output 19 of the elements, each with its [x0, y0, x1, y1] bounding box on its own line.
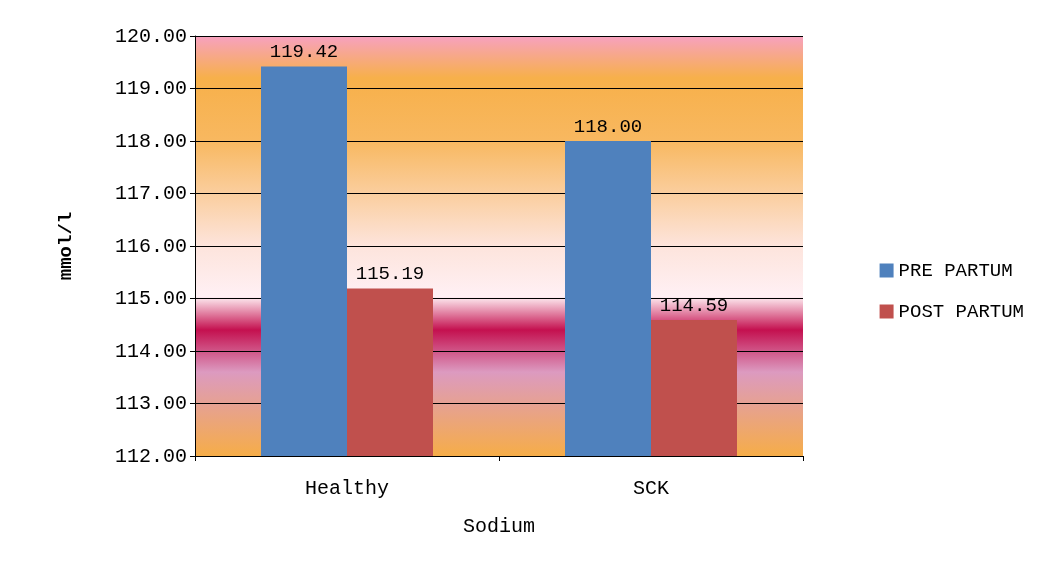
y-tick-label: 116.00: [114, 234, 187, 258]
data-label: 119.42: [269, 40, 339, 63]
y-tick-label: 114.00: [114, 339, 187, 363]
x-tick-label: Healthy: [304, 476, 390, 500]
legend-label: PRE PARTUM: [898, 259, 1013, 282]
legend-label: POST PARTUM: [898, 300, 1024, 323]
y-tick-label: 112.00: [114, 444, 187, 468]
y-tick-label: 115.00: [114, 287, 187, 310]
y-tick-label: 118.00: [114, 129, 187, 153]
data-label: 114.59: [659, 294, 729, 317]
y-tick-label: 117.00: [114, 182, 187, 205]
y-tick-label: 113.00: [114, 392, 187, 415]
data-label: 115.19: [355, 263, 425, 286]
x-axis-title: Sodium: [462, 514, 536, 538]
y-axis-title: mmol/l: [54, 211, 77, 281]
y-tick-label: 120.00: [114, 24, 187, 48]
y-tick-label: 119.00: [114, 77, 187, 100]
data-label: 118.00: [573, 115, 643, 138]
x-tick-label: SCK: [632, 476, 670, 500]
